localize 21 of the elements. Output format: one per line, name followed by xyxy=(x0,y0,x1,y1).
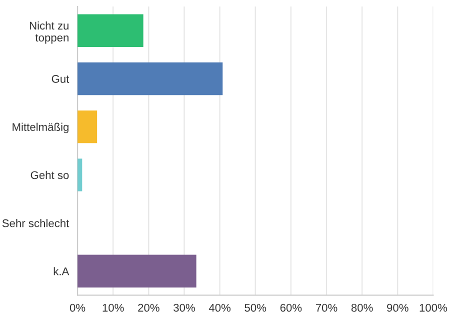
bar xyxy=(78,14,144,47)
bar xyxy=(78,62,223,96)
y-tick-label: Mittelmäßig xyxy=(12,122,68,134)
y-tick-label: k.A xyxy=(54,267,70,276)
bar xyxy=(78,254,196,288)
x-tick-label: 50% xyxy=(244,304,266,312)
x-tick-label: 0% xyxy=(70,304,86,312)
x-tick-label: 90% xyxy=(387,304,408,312)
y-tick-label: Geht so xyxy=(30,170,69,180)
x-tick-label: 70% xyxy=(316,304,338,312)
x-tick-label: 80% xyxy=(351,304,373,312)
x-tick-label: 30% xyxy=(174,304,195,312)
y-tick-label: Gut xyxy=(52,74,70,83)
x-tick-label: 40% xyxy=(208,304,231,312)
y-tick-label: Nicht zu toppen xyxy=(30,21,68,44)
y-tick-label: Sehr schlecht xyxy=(2,219,70,228)
x-tick-label: 60% xyxy=(280,304,302,312)
x-tick-label: 10% xyxy=(102,304,124,312)
x-tick-label: 20% xyxy=(138,304,160,312)
x-tick-label: 100% xyxy=(420,304,448,312)
bar xyxy=(78,110,98,144)
